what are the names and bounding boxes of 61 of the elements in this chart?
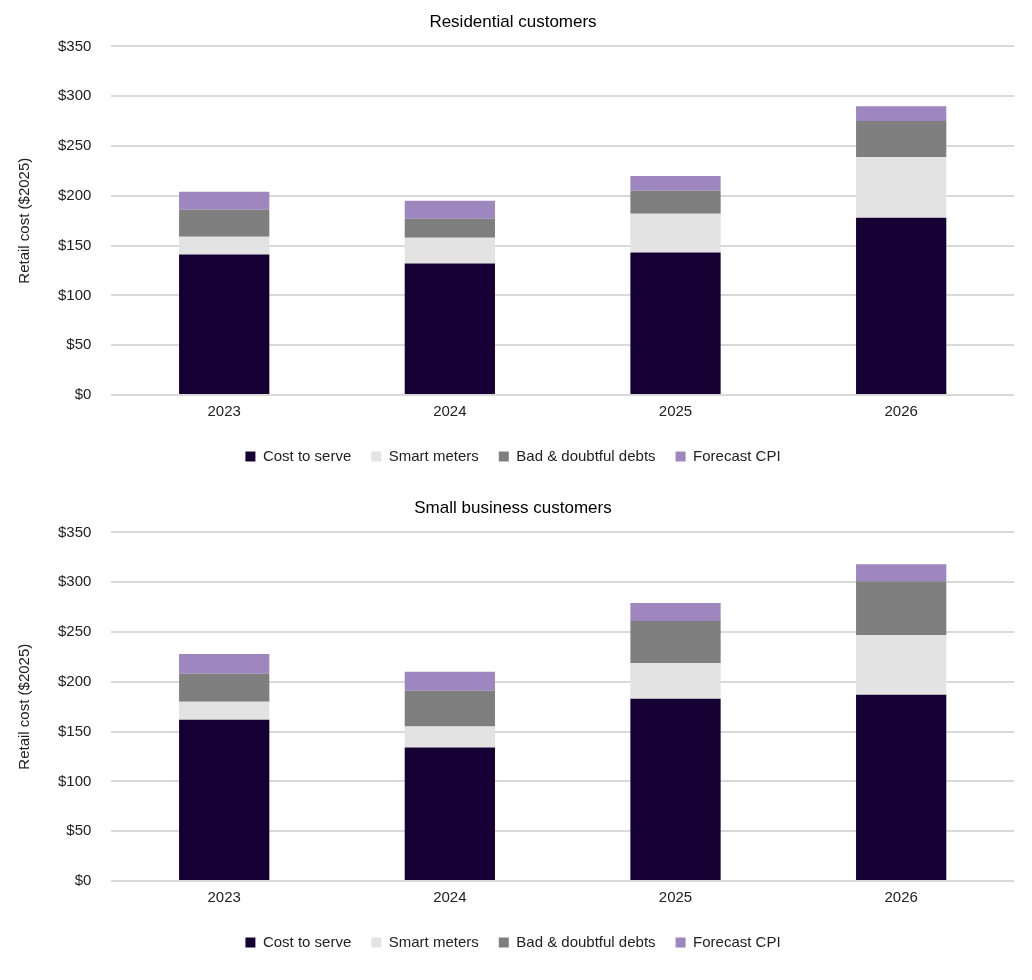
- y-tick-label: $150: [57, 721, 92, 739]
- y-tick-label: $200: [57, 671, 92, 689]
- bar: [179, 254, 270, 394]
- y-tick-label: $0: [74, 385, 92, 403]
- x-tick-label: 2025: [658, 402, 693, 420]
- bar: [856, 694, 947, 880]
- bar: [856, 564, 947, 582]
- legend-label: Forecast CPI: [693, 932, 781, 950]
- bar: [179, 209, 270, 237]
- legend-label: Cost to serve: [262, 446, 352, 464]
- y-tick-label: $200: [57, 185, 92, 203]
- y-axis-title: Retail cost ($2025): [15, 643, 33, 770]
- legend-label: Smart meters: [388, 932, 479, 950]
- y-tick-label: $100: [57, 771, 92, 789]
- legend-label: Smart meters: [388, 446, 479, 464]
- bar: [856, 217, 947, 394]
- bar: [630, 603, 721, 622]
- bar: [630, 621, 721, 663]
- x-tick-label: 2023: [207, 888, 241, 906]
- y-tick-label: $250: [57, 622, 92, 640]
- x-tick-label: 2026: [884, 888, 918, 906]
- bar: [179, 673, 270, 702]
- bar: [179, 653, 270, 674]
- bar: [856, 581, 947, 635]
- bar: [404, 200, 495, 219]
- y-tick-label: $300: [57, 572, 92, 590]
- y-tick-label: $100: [57, 285, 92, 303]
- bar: [856, 121, 947, 157]
- chart-title: Small business customers: [414, 497, 612, 517]
- y-tick-label: $300: [57, 86, 92, 104]
- y-tick-label: $50: [66, 821, 92, 839]
- legend-label: Cost to serve: [262, 932, 352, 950]
- bar: [404, 218, 495, 238]
- y-tick-label: $350: [57, 36, 92, 54]
- bar: [179, 719, 270, 880]
- chart-title: Residential customers: [429, 11, 597, 31]
- bar: [179, 191, 270, 210]
- y-tick-label: $50: [66, 335, 92, 353]
- y-tick-label: $250: [57, 136, 92, 154]
- bar: [630, 175, 721, 191]
- x-tick-label: 2023: [207, 402, 241, 420]
- legend-label: Bad & doubtful debts: [516, 446, 656, 464]
- y-axis-title: Retail cost ($2025): [15, 157, 33, 284]
- y-tick-label: $350: [57, 522, 92, 540]
- bar: [404, 747, 495, 880]
- legend-label: Forecast CPI: [693, 446, 781, 464]
- x-tick-label: 2025: [658, 888, 693, 906]
- bar: [856, 106, 947, 122]
- bar: [404, 690, 495, 727]
- y-tick-label: $0: [74, 871, 92, 889]
- x-tick-label: 2026: [884, 402, 918, 420]
- bar: [404, 671, 495, 691]
- bar: [179, 701, 270, 720]
- x-tick-label: 2024: [433, 402, 467, 420]
- legend-label: Bad & doubtful debts: [516, 932, 656, 950]
- bar: [404, 263, 495, 394]
- bar: [630, 698, 721, 880]
- bar: [630, 190, 721, 214]
- bar: [630, 252, 721, 394]
- x-tick-label: 2024: [433, 888, 467, 906]
- y-tick-label: $150: [57, 235, 92, 253]
